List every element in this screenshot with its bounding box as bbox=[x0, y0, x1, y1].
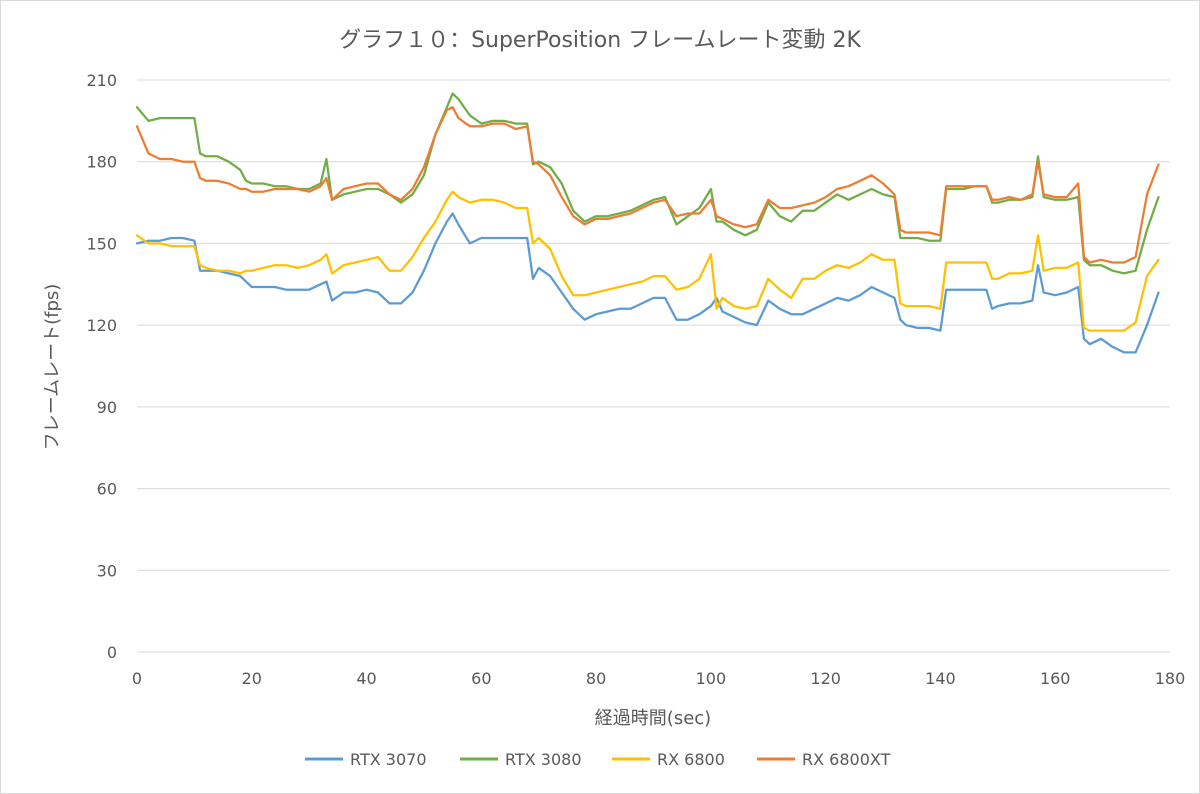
x-tick-labels: 0 20 40 60 80 100 120 140 160 180 bbox=[132, 669, 1185, 688]
y-tick-label: 60 bbox=[97, 480, 117, 499]
y-tick-label: 0 bbox=[107, 643, 117, 662]
legend-label-3: RX 6800XT bbox=[802, 750, 891, 769]
y-tick-label: 120 bbox=[86, 316, 117, 335]
y-tick-label: 90 bbox=[97, 398, 117, 417]
series-line-2 bbox=[135, 190, 1160, 332]
legend-label-1: RTX 3080 bbox=[505, 750, 582, 769]
y-axis-title: フレームレート(fps) bbox=[42, 284, 63, 451]
gridlines bbox=[137, 79, 1170, 653]
series-line-0 bbox=[135, 212, 1160, 354]
series-lines bbox=[135, 92, 1160, 354]
y-tick-label: 30 bbox=[97, 561, 117, 580]
legend-label-0: RTX 3070 bbox=[350, 750, 427, 769]
x-axis-title: 経過時間(sec) bbox=[595, 708, 711, 729]
x-tick-label: 140 bbox=[925, 669, 956, 688]
x-tick-label: 0 bbox=[132, 669, 142, 688]
x-tick-label: 80 bbox=[586, 669, 606, 688]
legend: RTX 3070 RTX 3080 RX 6800 RX 6800XT bbox=[305, 750, 891, 769]
x-tick-label: 180 bbox=[1155, 669, 1186, 688]
y-tick-labels: 0 30 60 90 120 150 180 210 bbox=[86, 71, 117, 662]
series-line-3 bbox=[135, 106, 1160, 264]
x-tick-label: 100 bbox=[696, 669, 727, 688]
x-tick-label: 160 bbox=[1040, 669, 1071, 688]
x-tick-label: 120 bbox=[810, 669, 841, 688]
y-tick-label: 210 bbox=[86, 71, 117, 90]
y-tick-label: 150 bbox=[86, 234, 117, 253]
x-tick-label: 40 bbox=[356, 669, 376, 688]
y-tick-label: 180 bbox=[86, 153, 117, 172]
series-line-1 bbox=[135, 92, 1160, 275]
x-tick-label: 60 bbox=[471, 669, 491, 688]
legend-label-2: RX 6800 bbox=[657, 750, 725, 769]
x-tick-label: 20 bbox=[242, 669, 262, 688]
chart-title: グラフ１０：SuperPosition フレームレート変動 2K bbox=[339, 28, 861, 53]
